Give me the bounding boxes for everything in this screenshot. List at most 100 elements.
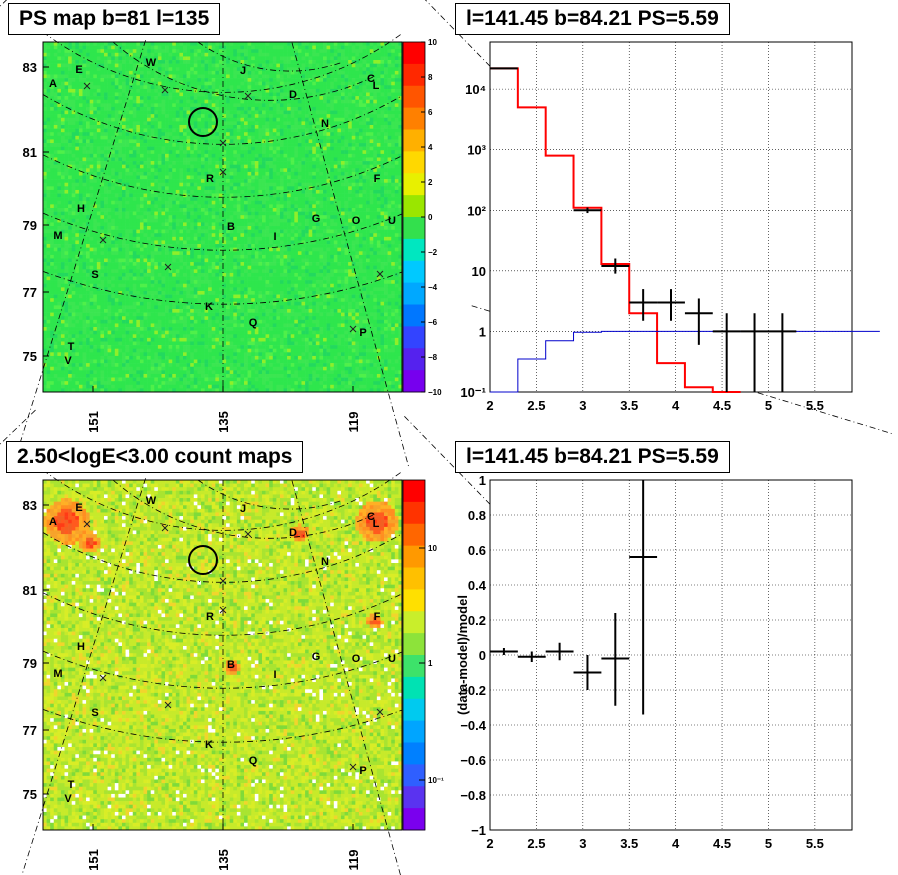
tl-cross-marker-0 xyxy=(83,82,91,90)
tl-colorbar-swatch-6 xyxy=(403,173,425,196)
tl-cross-marker-2 xyxy=(244,92,252,100)
tl-cbtick-2: 6 xyxy=(428,108,433,117)
br-xtick-4: 4 xyxy=(672,836,680,851)
tr-xtick-3: 3.5 xyxy=(620,398,638,413)
bl-xtick-119: 119 xyxy=(346,850,361,871)
bl-colorbar-swatch-15 xyxy=(403,808,425,831)
tl-src-E: E xyxy=(75,64,82,76)
tl-cbtick-6: −2 xyxy=(428,248,438,257)
tr-ytick-1: 10³ xyxy=(467,143,486,158)
br-ytick-4: 0.2 xyxy=(468,613,486,628)
tl-target-circle xyxy=(188,107,218,137)
br-xtick-2: 3 xyxy=(579,836,586,851)
tr-point-6 xyxy=(712,313,741,392)
tl-src-F: F xyxy=(374,173,381,185)
bl-src-M: M xyxy=(53,668,62,680)
tl-colorbar-swatch-13 xyxy=(403,326,425,349)
bl-src-W: W xyxy=(146,495,157,507)
br-plot: 2 2.5 3 3.5 4 4.5 5 5.5 1 0.8 0.6 0.4 0.2 0 −0.2 −0.4 −0… xyxy=(455,473,853,851)
tl-src-I: I xyxy=(273,231,276,243)
bl-cross-marker-4 xyxy=(99,674,107,682)
bl-colorbar-swatch-10 xyxy=(403,698,425,722)
tl-colorbar-swatch-12 xyxy=(403,304,425,327)
tl-src-D: D xyxy=(289,89,297,101)
tl-cbtick-1: 8 xyxy=(428,73,433,82)
tl-colorbar-swatch-10 xyxy=(403,260,425,284)
br-point-1 xyxy=(517,651,546,662)
br-xtick-3: 3.5 xyxy=(620,836,638,851)
bl-ytick-83: 83 xyxy=(23,498,37,513)
tl-ytick-79: 79 xyxy=(23,218,37,233)
tr-xtick-0: 2 xyxy=(486,398,493,413)
bl-map xyxy=(43,480,403,831)
tr-frame xyxy=(489,41,853,393)
bl-colorbar-swatch-13 xyxy=(403,764,425,787)
bl-src-P: P xyxy=(359,765,366,777)
tl-cbtick-5: 0 xyxy=(428,213,433,222)
tr-xtick-6: 5 xyxy=(765,398,772,413)
tl-ytick-75: 75 xyxy=(23,349,37,364)
tl-cbtick-7: −4 xyxy=(428,283,438,292)
tl-src-V: V xyxy=(64,355,72,367)
tl-src-H: H xyxy=(77,203,85,215)
tl-src-W: W xyxy=(146,57,157,69)
bl-cbtick-0: 10 xyxy=(428,544,437,553)
bl-src-E: E xyxy=(75,502,82,514)
bl-graticule xyxy=(0,305,893,875)
bl-src-O: O xyxy=(352,653,361,665)
br-ytick-5: 0 xyxy=(479,648,486,663)
tl-cbtick-3: 4 xyxy=(428,143,433,152)
tl-src-G: G xyxy=(312,213,321,225)
tl-src-K: K xyxy=(205,301,213,313)
bl-cross-marker-0 xyxy=(83,520,91,528)
bl-src-Q: Q xyxy=(249,755,258,767)
bl-src-K: K xyxy=(205,739,213,751)
tl-colorbar-swatch-0 xyxy=(403,42,425,65)
tl-src-S: S xyxy=(91,269,98,281)
bl-title: 2.50<logE<3.00 count maps xyxy=(6,441,304,473)
tl-ytick-77: 77 xyxy=(23,285,37,300)
bl-target-circle xyxy=(188,545,218,575)
tl-cross-marker-3 xyxy=(219,139,227,147)
bl-colorbar-swatch-2 xyxy=(403,523,425,547)
tl-src-C: C xyxy=(367,73,375,85)
tl-src-J: J xyxy=(240,65,246,77)
br-xtick-5: 4.5 xyxy=(713,836,731,851)
tr-ytick-4: 1 xyxy=(479,324,486,339)
bl-cbtick-1: 1 xyxy=(428,659,433,668)
tl-ytick-81: 81 xyxy=(23,145,37,160)
bl-colorbar-swatch-11 xyxy=(403,720,425,743)
bl-colorbar-frame xyxy=(402,479,426,831)
bl-ytick-79: 79 xyxy=(23,656,37,671)
bl-src-T: T xyxy=(68,779,75,791)
tr-point-5 xyxy=(684,298,713,345)
tr-point-3 xyxy=(629,289,658,321)
tl-xtick-135: 135 xyxy=(216,411,231,433)
tr-xtick-1: 2.5 xyxy=(527,398,545,413)
bl-src-D: D xyxy=(289,527,297,539)
tl-cbtick-9: −8 xyxy=(428,353,438,362)
tl-colorbar-swatch-11 xyxy=(403,282,425,305)
tl-cbtick-10: −10 xyxy=(428,388,442,397)
br-ytick-10: −1 xyxy=(471,823,486,838)
tr-plot: 2 2.5 3 3.5 4 4.5 5 5.5 10⁴ 10³ 10² 10 1 10⁻¹ xyxy=(460,41,880,413)
tl-src-N: N xyxy=(321,118,329,130)
bl-colorbar-swatch-1 xyxy=(403,501,425,525)
tr-series-1-line xyxy=(490,330,880,393)
tr-point-8 xyxy=(768,313,797,392)
br-ytick-7: −0.4 xyxy=(460,718,486,733)
bl-colorbar-swatch-12 xyxy=(403,742,425,765)
tr-xtick-4: 4 xyxy=(672,398,680,413)
tl-cross-marker-6 xyxy=(376,270,384,278)
tl-cross-marker-8 xyxy=(219,168,227,176)
tl-colorbar-swatch-5 xyxy=(403,151,425,174)
tl-colorbar-swatch-8 xyxy=(403,217,425,240)
br-point-3 xyxy=(573,655,602,690)
tl-title: PS map b=81 l=135 xyxy=(8,3,221,35)
br-xtick-0: 2 xyxy=(486,836,493,851)
tl-ytick-83: 83 xyxy=(23,60,37,75)
tl-xtick-151: 151 xyxy=(86,411,101,433)
tl-src-A: A xyxy=(49,78,57,90)
tl-cross-marker-5 xyxy=(164,263,172,271)
br-ytick-8: −0.6 xyxy=(460,753,486,768)
